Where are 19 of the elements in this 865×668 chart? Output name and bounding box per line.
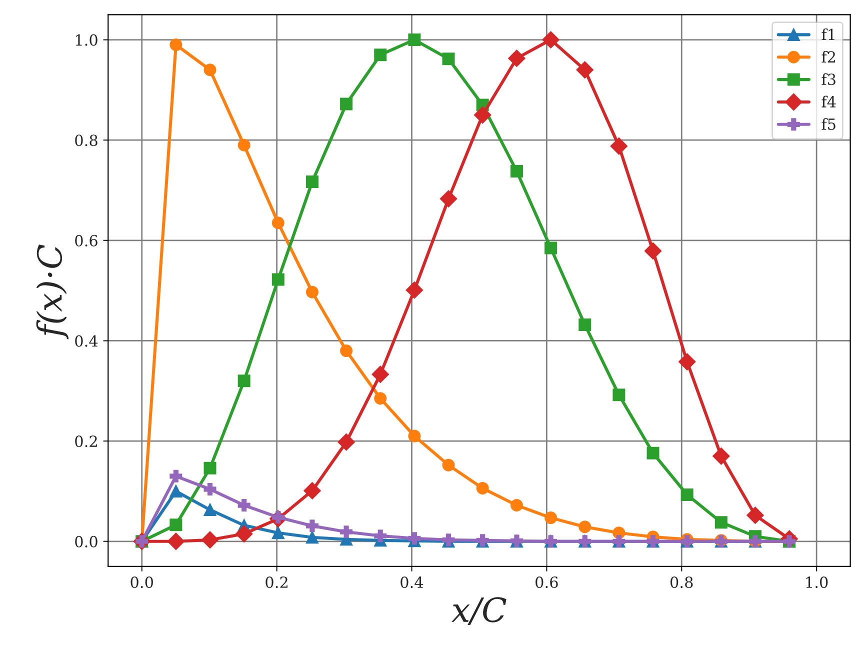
legend-label: f1 <box>822 28 834 40</box>
y-tick-label: 0.2 <box>75 436 97 448</box>
x-tick-label: 0.6 <box>536 576 558 588</box>
y-tick-label: 1.0 <box>76 34 98 46</box>
x-axis-title: x/C <box>452 597 506 625</box>
x-tick-label: 0.2 <box>266 576 288 588</box>
x-tick-label: 1.0 <box>806 576 828 588</box>
legend-label: f5 <box>822 118 836 130</box>
y-tick-label: 0.6 <box>75 234 98 246</box>
y-axis-title: f(x)·C <box>36 244 69 340</box>
x-tick-label: 0.0 <box>130 576 153 588</box>
y-tick-label: 0.0 <box>75 536 98 548</box>
y-tick-label: 0.4 <box>75 335 98 347</box>
x-tick-label: 0.4 <box>400 576 424 588</box>
legend-label: f3 <box>822 73 836 86</box>
x-tick-label: 0.8 <box>670 576 693 588</box>
legend-label: f4 <box>822 96 836 108</box>
y-tick-label: 0.8 <box>75 134 98 146</box>
legend-label: f2 <box>822 50 836 62</box>
